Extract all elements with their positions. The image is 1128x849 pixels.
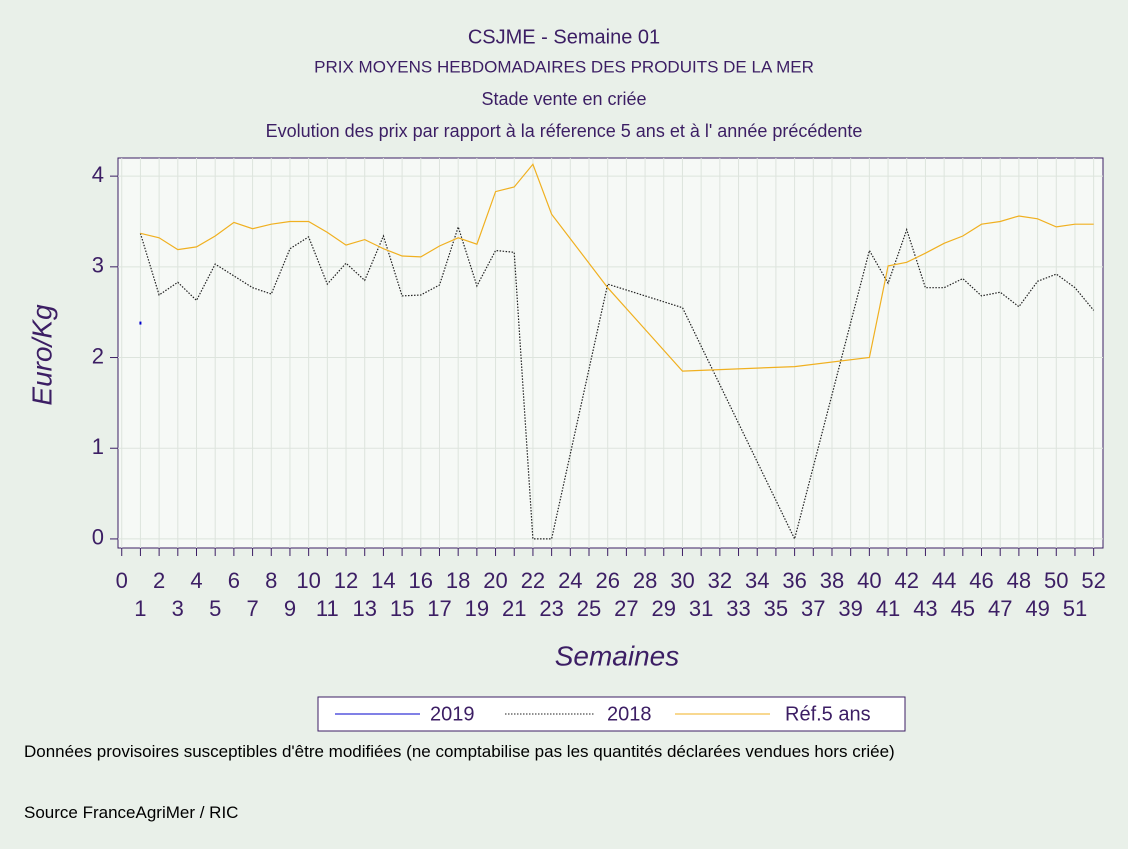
x-tick-label: 41	[876, 596, 900, 621]
x-tick-label: 22	[521, 568, 545, 593]
y-tick-label: 0	[92, 525, 104, 550]
x-tick-label: 21	[502, 596, 526, 621]
x-tick-label: 15	[390, 596, 414, 621]
note: Données provisoires susceptibles d'être …	[24, 742, 895, 761]
x-tick-label: 27	[614, 596, 638, 621]
x-tick-label: 2	[153, 568, 165, 593]
plot-area	[117, 157, 1104, 549]
x-tick-label: 4	[190, 568, 202, 593]
y-tick-label: 3	[92, 253, 104, 278]
x-tick-label: 36	[782, 568, 806, 593]
subtitle: Stade vente en criée	[481, 89, 646, 109]
legend-label: Réf.5 ans	[785, 703, 871, 725]
x-tick-label: 8	[265, 568, 277, 593]
legend-label: 2019	[430, 703, 475, 725]
x-tick-label: 37	[801, 596, 825, 621]
y-tick-label: 1	[92, 434, 104, 459]
x-tick-label: 0	[116, 568, 128, 593]
x-tick-label: 17	[427, 596, 451, 621]
subtitle: PRIX MOYENS HEBDOMADAIRES DES PRODUITS D…	[314, 57, 814, 76]
x-tick-label: 28	[633, 568, 657, 593]
x-tick-label: 1	[134, 596, 146, 621]
x-tick-label: 33	[726, 596, 750, 621]
x-tick-label: 11	[316, 596, 339, 621]
x-tick-label: 43	[913, 596, 937, 621]
x-tick-label: 3	[172, 596, 184, 621]
x-tick-label: 31	[689, 596, 713, 621]
x-axis-title: Semaines	[555, 640, 680, 671]
x-tick-label: 12	[334, 568, 358, 593]
x-tick-label: 19	[465, 596, 489, 621]
x-tick-label: 39	[838, 596, 862, 621]
x-tick-label: 10	[296, 568, 320, 593]
data-point	[139, 321, 142, 325]
x-tick-label: 23	[539, 596, 563, 621]
x-tick-label: 51	[1063, 596, 1087, 621]
x-tick-label: 49	[1025, 596, 1049, 621]
x-tick-label: 52	[1081, 568, 1105, 593]
x-tick-label: 7	[246, 596, 258, 621]
series-line	[140, 163, 1094, 372]
x-tick-label: 35	[764, 596, 788, 621]
legend-label: 2018	[607, 703, 652, 725]
x-tick-label: 38	[820, 568, 844, 593]
y-axis-title: Euro/Kg	[26, 304, 57, 406]
x-tick-label: 30	[670, 568, 694, 593]
source: Source FranceAgriMer / RIC	[24, 803, 239, 822]
x-tick-label: 48	[1007, 568, 1031, 593]
x-tick-label: 18	[446, 568, 470, 593]
y-tick-label: 4	[92, 162, 104, 187]
x-tick-label: 16	[409, 568, 433, 593]
x-tick-label: 14	[371, 568, 395, 593]
x-tick-label: 26	[595, 568, 619, 593]
x-tick-label: 50	[1044, 568, 1068, 593]
x-tick-label: 20	[483, 568, 507, 593]
x-tick-label: 9	[284, 596, 296, 621]
x-tick-label: 34	[745, 568, 769, 593]
x-tick-label: 24	[558, 568, 582, 593]
x-tick-label: 42	[895, 568, 919, 593]
x-tick-label: 45	[951, 596, 975, 621]
x-tick-label: 46	[969, 568, 993, 593]
x-tick-label: 44	[932, 568, 956, 593]
x-tick-label: 25	[577, 596, 601, 621]
x-tick-label: 13	[352, 596, 376, 621]
series-line	[139, 224, 1095, 541]
chart-title: CSJME - Semaine 01	[468, 26, 660, 48]
x-tick-label: 5	[209, 596, 221, 621]
x-tick-label: 6	[228, 568, 240, 593]
x-tick-label: 32	[708, 568, 732, 593]
x-tick-label: 47	[988, 596, 1012, 621]
x-tick-label: 29	[652, 596, 676, 621]
subtitle: Evolution des prix par rapport à la réfe…	[266, 121, 863, 141]
y-tick-label: 2	[92, 343, 104, 368]
x-tick-label: 40	[857, 568, 881, 593]
